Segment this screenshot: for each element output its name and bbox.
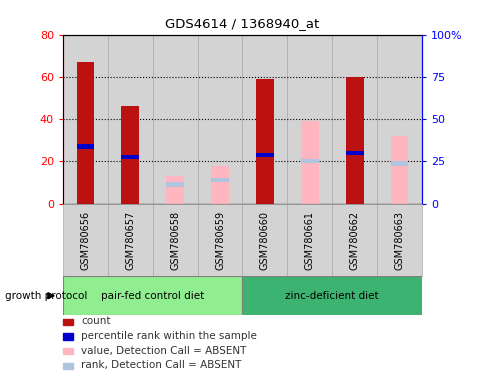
- Bar: [287, 204, 332, 276]
- Text: GSM780659: GSM780659: [214, 210, 225, 270]
- Text: GSM780660: GSM780660: [259, 210, 270, 270]
- Text: rank, Detection Call = ABSENT: rank, Detection Call = ABSENT: [81, 361, 241, 371]
- Text: count: count: [81, 316, 110, 326]
- Bar: [166, 176, 184, 204]
- Bar: [287, 35, 332, 204]
- Bar: [256, 79, 273, 204]
- Bar: [121, 155, 139, 159]
- Text: GSM780662: GSM780662: [349, 210, 359, 270]
- Bar: [107, 35, 152, 204]
- Text: GSM780658: GSM780658: [170, 210, 180, 270]
- Bar: [345, 77, 363, 204]
- Text: growth protocol: growth protocol: [5, 291, 87, 301]
- Bar: [376, 204, 421, 276]
- Bar: [152, 204, 197, 276]
- Bar: [242, 35, 287, 204]
- Text: GSM780657: GSM780657: [125, 210, 135, 270]
- Bar: [332, 35, 376, 204]
- Bar: [121, 106, 139, 204]
- Bar: [63, 276, 242, 315]
- Bar: [63, 35, 107, 204]
- Bar: [63, 333, 73, 340]
- Bar: [242, 276, 421, 315]
- Bar: [107, 204, 152, 276]
- Bar: [63, 204, 107, 276]
- Bar: [76, 144, 94, 149]
- Text: pair-fed control diet: pair-fed control diet: [101, 291, 204, 301]
- Bar: [300, 121, 318, 204]
- Bar: [256, 153, 273, 157]
- Bar: [166, 182, 184, 187]
- Text: zinc-deficient diet: zinc-deficient diet: [285, 291, 378, 301]
- Bar: [211, 166, 228, 204]
- Bar: [332, 204, 376, 276]
- Bar: [63, 363, 73, 369]
- Text: GSM780663: GSM780663: [393, 210, 404, 270]
- Text: percentile rank within the sample: percentile rank within the sample: [81, 331, 257, 341]
- Bar: [197, 204, 242, 276]
- Bar: [300, 159, 318, 164]
- Bar: [242, 204, 287, 276]
- Bar: [376, 35, 421, 204]
- Bar: [345, 151, 363, 155]
- Text: value, Detection Call = ABSENT: value, Detection Call = ABSENT: [81, 346, 246, 356]
- Bar: [390, 161, 408, 166]
- Text: GSM780656: GSM780656: [80, 210, 91, 270]
- Bar: [63, 319, 73, 325]
- Bar: [76, 62, 94, 204]
- Bar: [197, 35, 242, 204]
- Bar: [390, 136, 408, 204]
- Text: GDS4614 / 1368940_at: GDS4614 / 1368940_at: [165, 17, 319, 30]
- Bar: [63, 348, 73, 354]
- Bar: [211, 178, 228, 182]
- Bar: [152, 35, 197, 204]
- Text: GSM780661: GSM780661: [304, 210, 314, 270]
